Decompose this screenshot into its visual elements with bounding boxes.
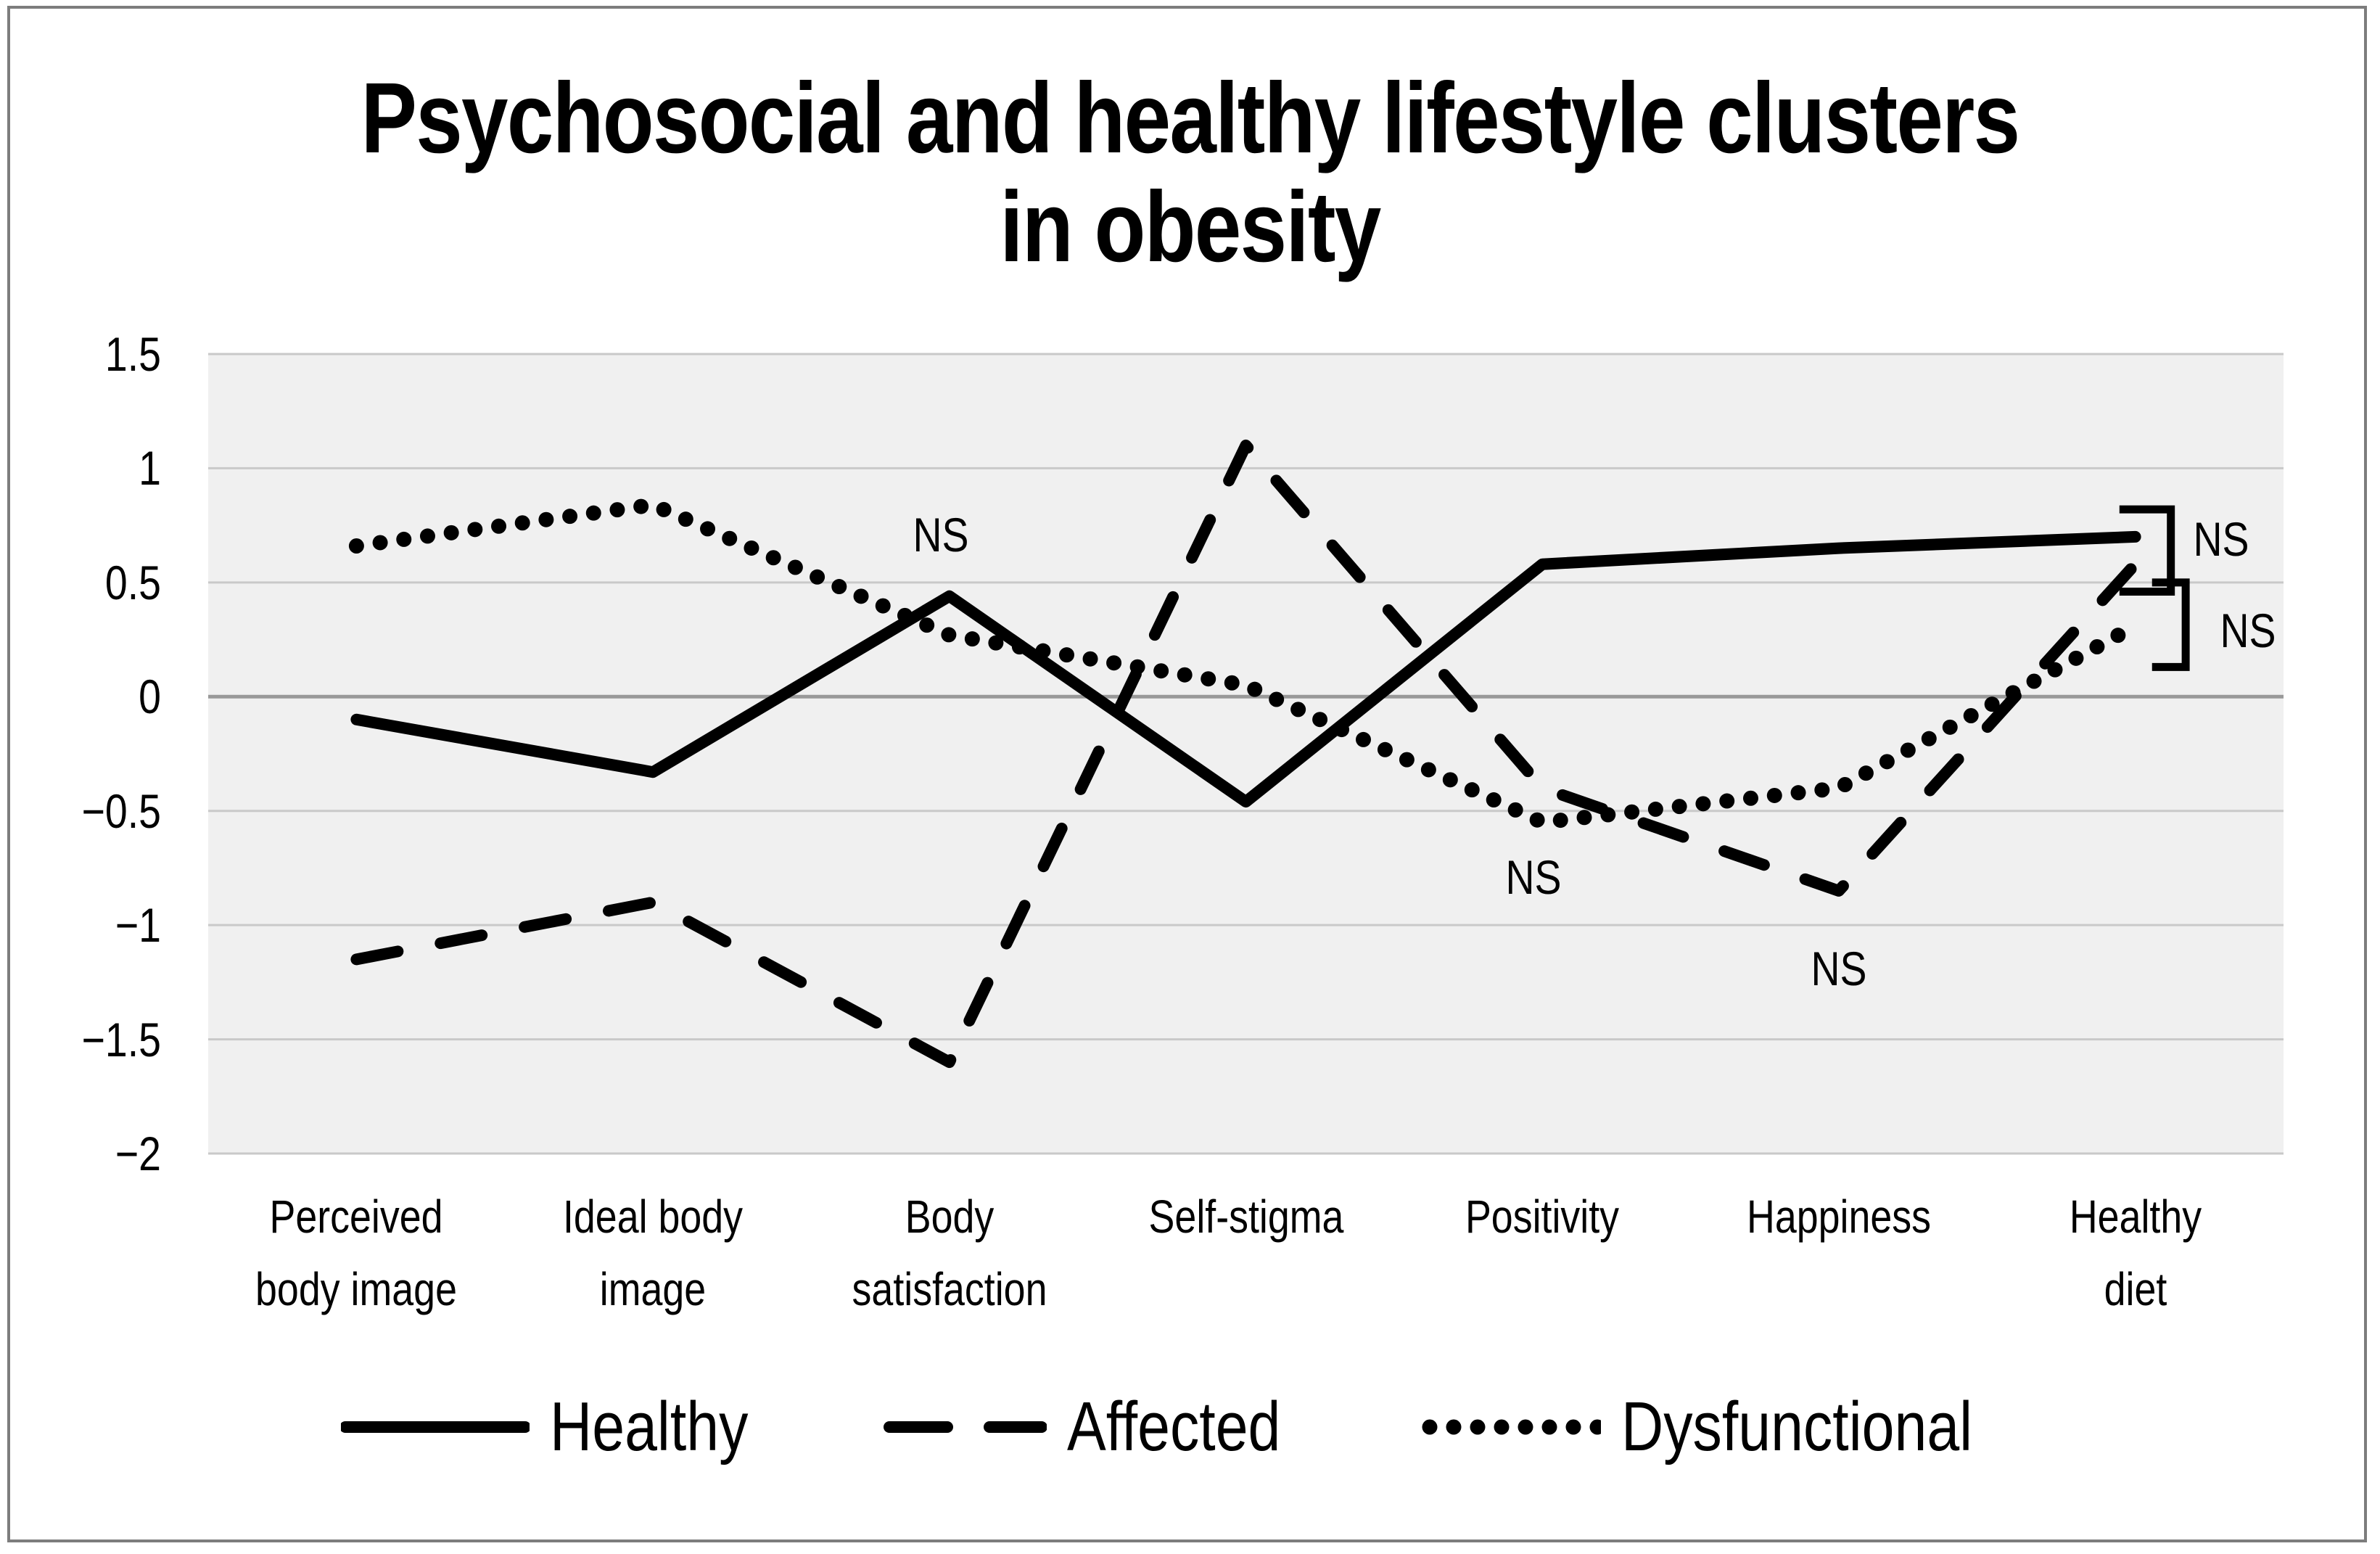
series-healthy-line: [350, 530, 2141, 808]
y-tick-label: 1: [139, 441, 161, 496]
chart-title-line1: Psychosocial and healthy lifestyle clust…: [361, 62, 2020, 174]
figure-border: [7, 6, 2367, 1542]
chart-title-line2: in obesity: [1000, 171, 1381, 283]
y-tick-label: 0: [139, 670, 161, 724]
chart-title: Psychosocial and healthy lifestyle clust…: [0, 64, 2380, 281]
legend-label-affected: Affected: [1067, 1388, 1281, 1465]
legend-item-healthy: Healthy: [340, 1387, 786, 1467]
legend-label-healthy: Healthy: [549, 1388, 749, 1465]
series-dysfunctional-line: [348, 497, 2144, 830]
comparison-bracket: [2119, 505, 2175, 596]
y-tick-label: −0.5: [81, 784, 161, 838]
x-category-label: Perceived body image: [255, 1191, 458, 1315]
y-tick-label: 0.5: [104, 555, 161, 609]
legend-dotted-line-swatch: [1422, 1419, 1601, 1435]
x-category-label: Ideal body image: [563, 1191, 744, 1315]
y-tick-label: 1.5: [104, 327, 161, 381]
legend-item-affected: Affected: [884, 1387, 1321, 1467]
ns-annotation: NS: [2220, 603, 2276, 657]
ns-annotation: NS: [1811, 941, 1867, 995]
x-category-label: Healthy diet: [2069, 1191, 2202, 1315]
x-category-label: Self-stigma: [1148, 1191, 1343, 1243]
legend-dashed-line-swatch: [884, 1421, 1047, 1433]
x-category-label: Happiness: [1746, 1191, 1931, 1243]
ns-annotation: NS: [913, 507, 969, 562]
ns-annotation: NS: [1505, 850, 1562, 905]
x-category-label: Body satisfaction: [852, 1191, 1047, 1315]
legend-label-dysfunctional: Dysfunctional: [1621, 1388, 1972, 1465]
legend-solid-line-swatch: [340, 1421, 530, 1433]
legend: Healthy Affected Dysfunctional: [0, 1387, 2380, 1467]
legend-item-dysfunctional: Dysfunctional: [1420, 1387, 2039, 1467]
y-tick-label: −1: [115, 898, 161, 953]
y-tick-label: −2: [115, 1127, 161, 1180]
x-category-label: Positivity: [1465, 1191, 1620, 1243]
y-tick-label: −1.5: [81, 1012, 161, 1066]
series-affected-line: [350, 439, 2141, 1069]
ns-annotation: NS: [2193, 512, 2249, 567]
comparison-bracket: [2152, 578, 2190, 671]
